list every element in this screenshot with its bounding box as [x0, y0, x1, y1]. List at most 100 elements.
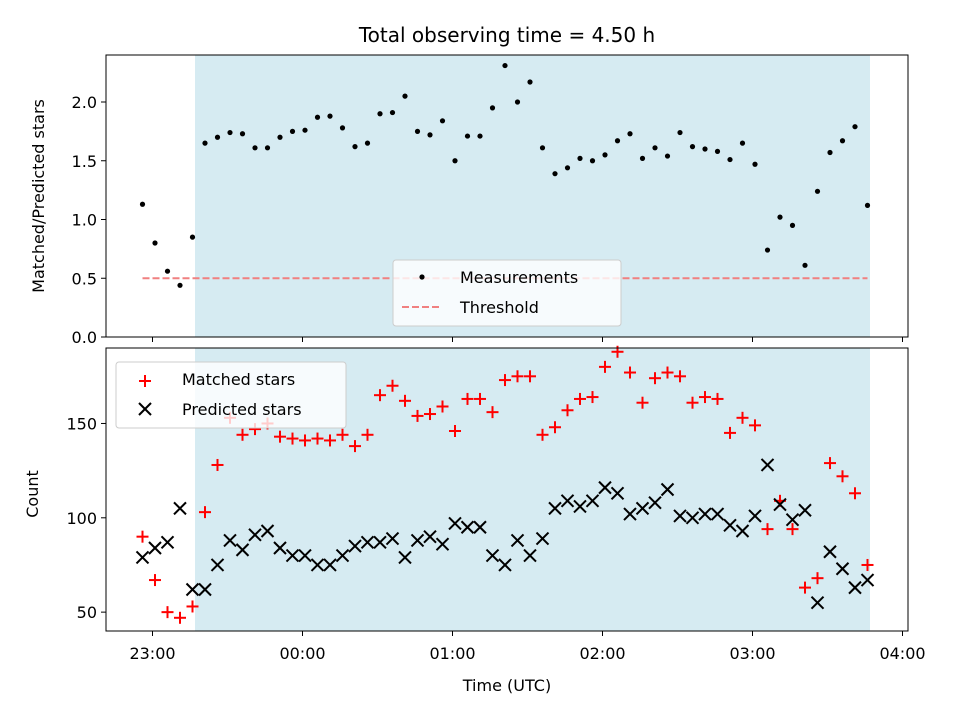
matched-star-marker	[311, 432, 324, 445]
x-axis-label: Time (UTC)	[462, 676, 551, 695]
predicted-star-marker	[348, 539, 362, 553]
predicted-star-marker	[435, 537, 450, 551]
measurement-point	[589, 158, 596, 164]
predicted-star-marker	[198, 582, 212, 597]
predicted-star-marker	[398, 550, 412, 565]
measurement-point	[452, 158, 458, 164]
predicted-star-marker	[710, 507, 725, 521]
predicted-star-marker	[385, 531, 400, 546]
predicted-star-marker	[560, 494, 575, 508]
top-x-ticks	[152, 337, 903, 342]
bottom-x-ticks: 23:00 00:00 01:00 02:00 03:00 04:00	[129, 631, 926, 663]
measurement-point	[327, 113, 333, 119]
measurement-point	[477, 133, 483, 139]
predicted-star-marker	[223, 533, 237, 548]
measurement-point	[727, 156, 733, 163]
measurement-point	[177, 282, 183, 288]
measurement-point	[689, 144, 696, 150]
measurement-point	[364, 140, 371, 146]
bottom-x-tick-label: 23:00	[129, 644, 175, 663]
matched-star-marker	[486, 406, 499, 419]
matched-star-marker	[849, 487, 861, 500]
matched-star-marker	[499, 374, 511, 387]
measurement-point	[702, 146, 708, 152]
top-y-tick-label: 0.0	[72, 328, 97, 347]
measurement-point	[402, 93, 408, 99]
matched-star-marker	[374, 389, 386, 402]
matched-star-marker	[749, 419, 761, 432]
top-legend: Measurements Threshold	[392, 259, 622, 327]
predicted-star-marker	[685, 511, 700, 525]
matched-star-marker	[236, 428, 249, 441]
measurement-point	[414, 128, 421, 134]
matched-star-marker	[599, 360, 611, 373]
measurement-point	[339, 125, 346, 131]
measurement-point	[839, 138, 846, 144]
measurement-point	[627, 131, 633, 137]
bottom-x-tick-label: 02:00	[579, 644, 625, 663]
predicted-star-marker	[460, 520, 475, 534]
predicted-legend-marker	[138, 402, 152, 416]
predicted-star-marker	[235, 543, 250, 557]
predicted-star-marker	[860, 573, 875, 587]
matched-star-marker	[686, 396, 699, 409]
predicted-star-marker	[173, 501, 187, 516]
matched-star-marker	[449, 425, 461, 438]
bottom-y-axis-label: Count	[23, 470, 42, 518]
predicted-star-marker	[260, 524, 275, 538]
predicted-star-marker	[623, 507, 637, 521]
measurement-point	[852, 124, 858, 130]
measurement-point	[602, 152, 608, 158]
predicted-star-marker	[210, 558, 225, 572]
measurement-point	[264, 145, 271, 151]
predicted-star-marker	[373, 535, 387, 550]
top-panel: Total observing time = 4.50 h 0.0 0.5 1.0 1…	[29, 23, 909, 347]
matched-star-marker	[511, 370, 524, 383]
predicted-star-marker	[773, 497, 787, 512]
measurement-point	[202, 140, 208, 146]
predicted-star-marker	[585, 494, 600, 508]
matched-star-marker	[661, 366, 674, 379]
measurement-point	[252, 145, 258, 151]
measurement-point	[289, 128, 296, 134]
measurement-point	[652, 145, 658, 151]
predicted-star-marker	[673, 509, 687, 523]
matched-star-marker	[161, 606, 174, 619]
predicted-star-marker	[135, 550, 150, 565]
bottom-x-tick-label: 03:00	[729, 644, 775, 663]
predicted-star-marker	[148, 541, 162, 555]
predicted-star-marker	[298, 548, 312, 563]
top-y-tick-label: 1.5	[72, 152, 97, 171]
predicted-star-marker	[810, 595, 825, 610]
measurement-point	[189, 234, 196, 240]
measurement-point	[527, 79, 533, 85]
matched-star-marker	[199, 506, 211, 519]
matched-star-marker	[736, 411, 749, 424]
measurement-point	[714, 148, 721, 154]
matched-star-marker	[586, 391, 599, 404]
matched-star-marker	[274, 430, 286, 443]
predicted-star-marker	[735, 524, 750, 538]
matched-star-marker	[349, 440, 361, 453]
matched-star-marker	[636, 396, 649, 409]
matched-star-marker	[786, 523, 799, 536]
predicted-star-marker	[498, 558, 512, 572]
matched-star-marker	[711, 392, 724, 405]
measurement-point	[239, 131, 246, 137]
measurement-point	[539, 145, 546, 151]
bottom-legend: Matched stars Predicted stars	[115, 361, 347, 429]
measurements-legend-label: Measurements	[460, 268, 578, 287]
bottom-x-tick-label: 01:00	[429, 644, 475, 663]
matched-star-marker	[574, 392, 586, 405]
measurement-point	[639, 155, 646, 161]
matched-star-marker	[674, 370, 686, 383]
measurement-point	[764, 247, 771, 253]
predicted-star-marker	[660, 482, 675, 497]
measurement-point	[427, 132, 433, 138]
predicted-legend-label: Predicted stars	[182, 400, 302, 419]
measurement-point	[389, 109, 396, 116]
matched-star-marker	[136, 530, 149, 543]
measurement-point	[514, 99, 521, 105]
predicted-star-marker	[598, 480, 612, 495]
